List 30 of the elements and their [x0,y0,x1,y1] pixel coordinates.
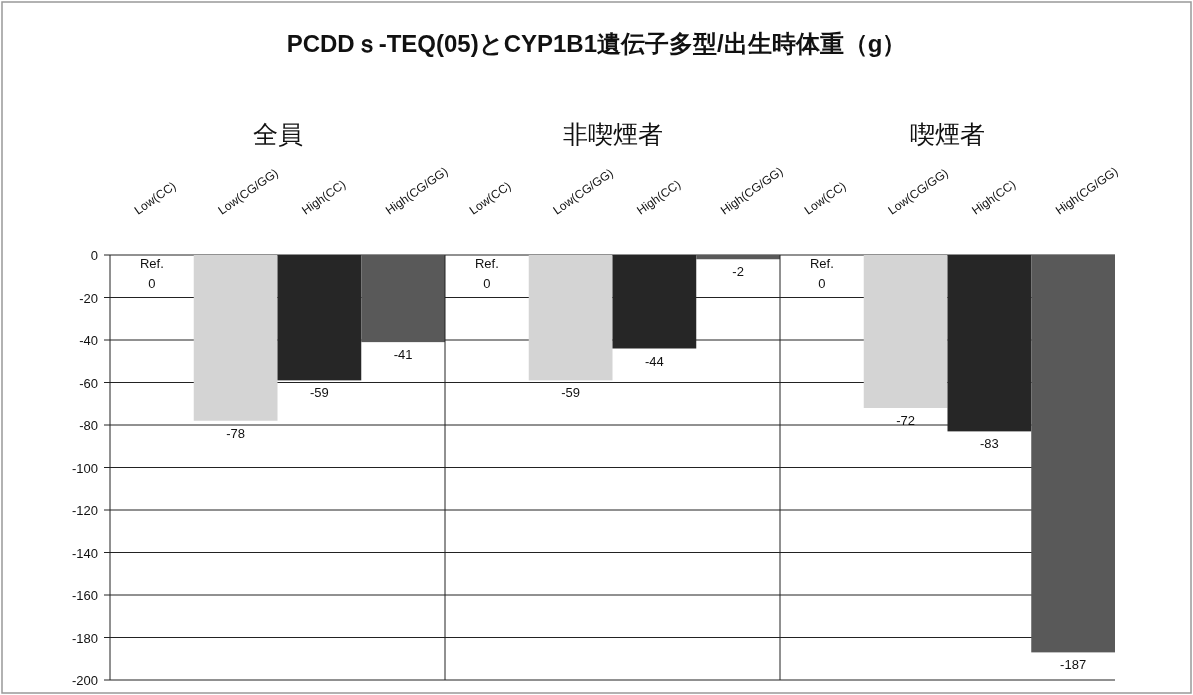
data-label: 0 [483,276,491,291]
chart-subtitle: 非喫煙者 [562,120,663,148]
y-tick-label: -100 [71,460,98,476]
data-label: 0 [818,276,826,291]
y-tick-label: -160 [71,588,98,603]
chart-subtitle: 喫煙者 [910,120,985,148]
y-tick-label: -200 [71,673,98,688]
annotation: Ref. [809,256,834,271]
data-label: -59 [309,385,329,401]
y-tick-label: -120 [71,503,98,518]
text: PCDDｓ-TEQ(05)とCYP1B1遺伝子多型/出生時体重（g） [286,30,907,57]
data-label: -59 [561,385,581,401]
data-label: -2 [732,264,744,280]
data-label: -44 [644,353,664,369]
chart-subtitle: 全員 [252,120,303,148]
y-tick-label: -40 [79,333,98,348]
y-tick-label: -80 [79,418,98,433]
data-label: 0 [148,276,156,291]
data-label: -83 [979,436,999,452]
y-tick-label: 0 [90,248,98,263]
annotation: Ref. [474,256,499,271]
y-tick-label: -60 [79,375,98,391]
y-tick-label: -140 [71,545,98,561]
data-label: -187 [1060,657,1087,673]
data-label: -78 [226,425,246,441]
data-label: -72 [896,413,916,428]
y-tick-label: -180 [71,630,98,646]
y-tick-label: -20 [79,290,98,306]
annotation: Ref. [139,256,164,271]
data-label: -41 [393,347,413,363]
